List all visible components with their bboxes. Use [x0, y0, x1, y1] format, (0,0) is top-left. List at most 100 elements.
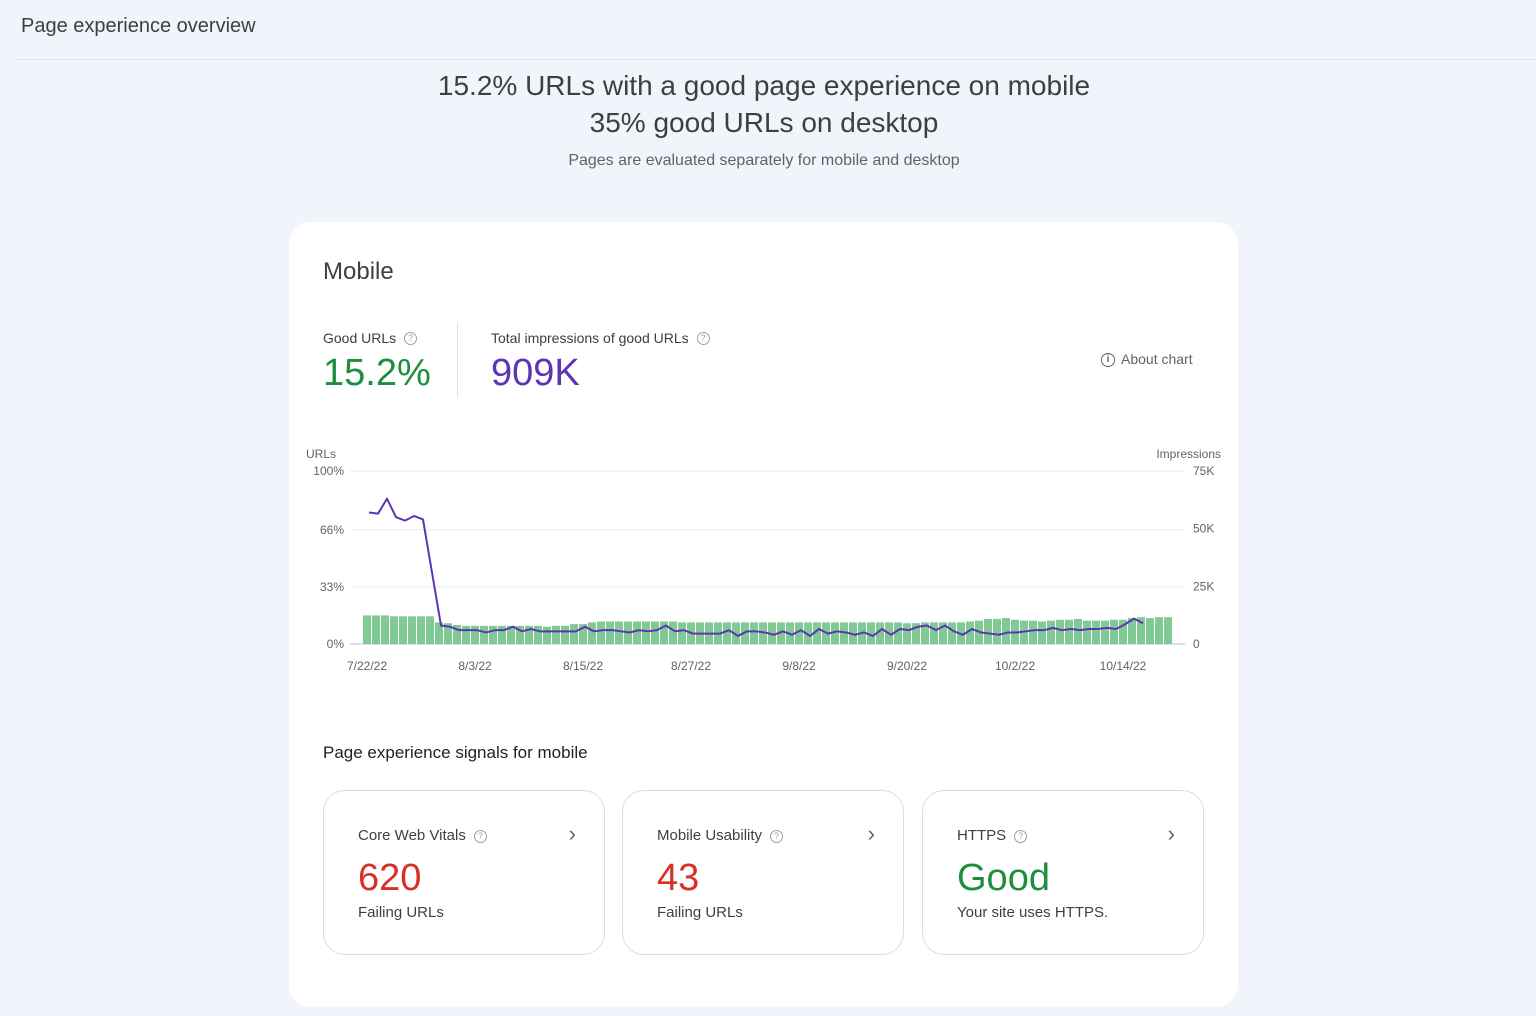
bar	[894, 622, 902, 644]
good-urls-value: 15.2%	[323, 352, 431, 394]
card-value: 43	[657, 857, 700, 899]
https-card[interactable]: HTTPS? › Good Your site uses HTTPS.	[922, 790, 1204, 955]
bar	[498, 625, 506, 644]
x-tick-label: 7/22/22	[347, 659, 387, 673]
x-tick-label: 8/3/22	[458, 659, 492, 673]
bar	[1164, 617, 1172, 644]
chevron-right-icon: ›	[867, 821, 875, 846]
good-urls-metric: Good URLs?	[323, 330, 418, 348]
bar	[876, 622, 884, 644]
mobile-title: Mobile	[323, 258, 394, 285]
bar	[579, 624, 587, 644]
bar	[1101, 620, 1109, 644]
right-tick-label: 50K	[1193, 522, 1214, 536]
chevron-right-icon: ›	[1167, 821, 1175, 846]
good-urls-label: Good URLs	[323, 330, 397, 346]
bar	[1056, 619, 1064, 644]
bar	[525, 625, 533, 644]
left-tick-label: 0%	[327, 637, 345, 651]
card-title: Mobile Usability	[657, 827, 763, 844]
bar	[993, 618, 1001, 644]
bar	[399, 616, 407, 644]
bar	[543, 626, 551, 644]
metric-divider	[457, 322, 458, 398]
left-axis-label: URLs	[306, 447, 336, 461]
bar	[930, 622, 938, 644]
bar	[1110, 619, 1118, 644]
summary-subtitle: Pages are evaluated separately for mobil…	[568, 152, 960, 169]
impressions-metric: Total impressions of good URLs?	[491, 330, 710, 348]
card-value: Good	[957, 857, 1050, 899]
bar	[948, 622, 956, 644]
card-desc: Your site uses HTTPS.	[957, 904, 1109, 921]
bar	[453, 624, 461, 644]
bar	[597, 621, 605, 644]
card-title: Core Web Vitals	[358, 827, 466, 844]
card-title: HTTPS	[957, 827, 1007, 844]
bar	[507, 625, 515, 644]
bar	[516, 625, 524, 644]
bar	[426, 616, 434, 644]
x-tick-label: 9/8/22	[782, 659, 816, 673]
card-desc: Failing URLs	[358, 904, 444, 921]
about-chart-button[interactable]: i About chart	[1101, 351, 1193, 368]
help-icon[interactable]: ?	[404, 332, 418, 346]
bar	[1047, 620, 1055, 644]
x-tick-label: 10/14/22	[1100, 659, 1147, 673]
bar	[534, 625, 542, 644]
x-tick-label: 10/2/22	[995, 659, 1035, 673]
bar	[372, 615, 380, 644]
bar	[480, 625, 488, 644]
bar	[1038, 621, 1046, 644]
bar	[633, 621, 641, 644]
left-tick-label: 100%	[313, 464, 344, 478]
bar	[849, 622, 857, 644]
bar	[804, 622, 812, 644]
bar	[1002, 618, 1010, 644]
help-icon[interactable]: ?	[770, 829, 784, 843]
bar	[1092, 620, 1100, 644]
bar	[966, 621, 974, 644]
x-tick-label: 9/20/22	[887, 659, 927, 673]
help-icon[interactable]: ?	[473, 829, 487, 843]
bar	[795, 622, 803, 644]
bar	[606, 621, 614, 644]
right-tick-label: 75K	[1193, 464, 1214, 478]
bar	[363, 615, 371, 644]
bar	[1155, 617, 1163, 644]
card-desc: Failing URLs	[657, 904, 743, 921]
bar	[831, 622, 839, 644]
bar	[561, 625, 569, 644]
info-icon: i	[1101, 353, 1115, 368]
urls-impressions-chart: URLs Impressions 0% 33% 66% 100% 0 25K 50K 75K 7…	[306, 447, 1221, 673]
bar	[642, 621, 650, 644]
bar	[552, 625, 560, 644]
help-icon[interactable]: ?	[1014, 829, 1028, 843]
bar	[1029, 620, 1037, 644]
bar	[984, 618, 992, 644]
about-chart-label: About chart	[1121, 351, 1193, 367]
bar	[939, 622, 947, 644]
bar	[462, 625, 470, 644]
bar	[723, 622, 731, 644]
bar	[1083, 620, 1091, 644]
bar	[570, 624, 578, 644]
bar	[1074, 618, 1082, 644]
bar	[732, 622, 740, 644]
bar	[651, 621, 659, 644]
bar	[867, 622, 875, 644]
bar	[390, 616, 398, 644]
page-title: Page experience overview	[21, 15, 256, 37]
bar	[1146, 618, 1154, 644]
core-web-vitals-card[interactable]: Core Web Vitals? › 620 Failing URLs	[323, 790, 605, 955]
mobile-usability-card[interactable]: Mobile Usability? › 43 Failing URLs	[622, 790, 904, 955]
bar	[1128, 618, 1136, 644]
right-axis-label: Impressions	[1156, 447, 1221, 461]
summary-mobile: 15.2% URLs with a good page experience o…	[437, 70, 1091, 101]
bar	[615, 621, 623, 644]
bar	[912, 623, 920, 644]
x-tick-label: 8/27/22	[671, 659, 711, 673]
bar	[921, 622, 929, 644]
bar	[489, 625, 497, 644]
help-icon[interactable]: ?	[696, 332, 710, 346]
